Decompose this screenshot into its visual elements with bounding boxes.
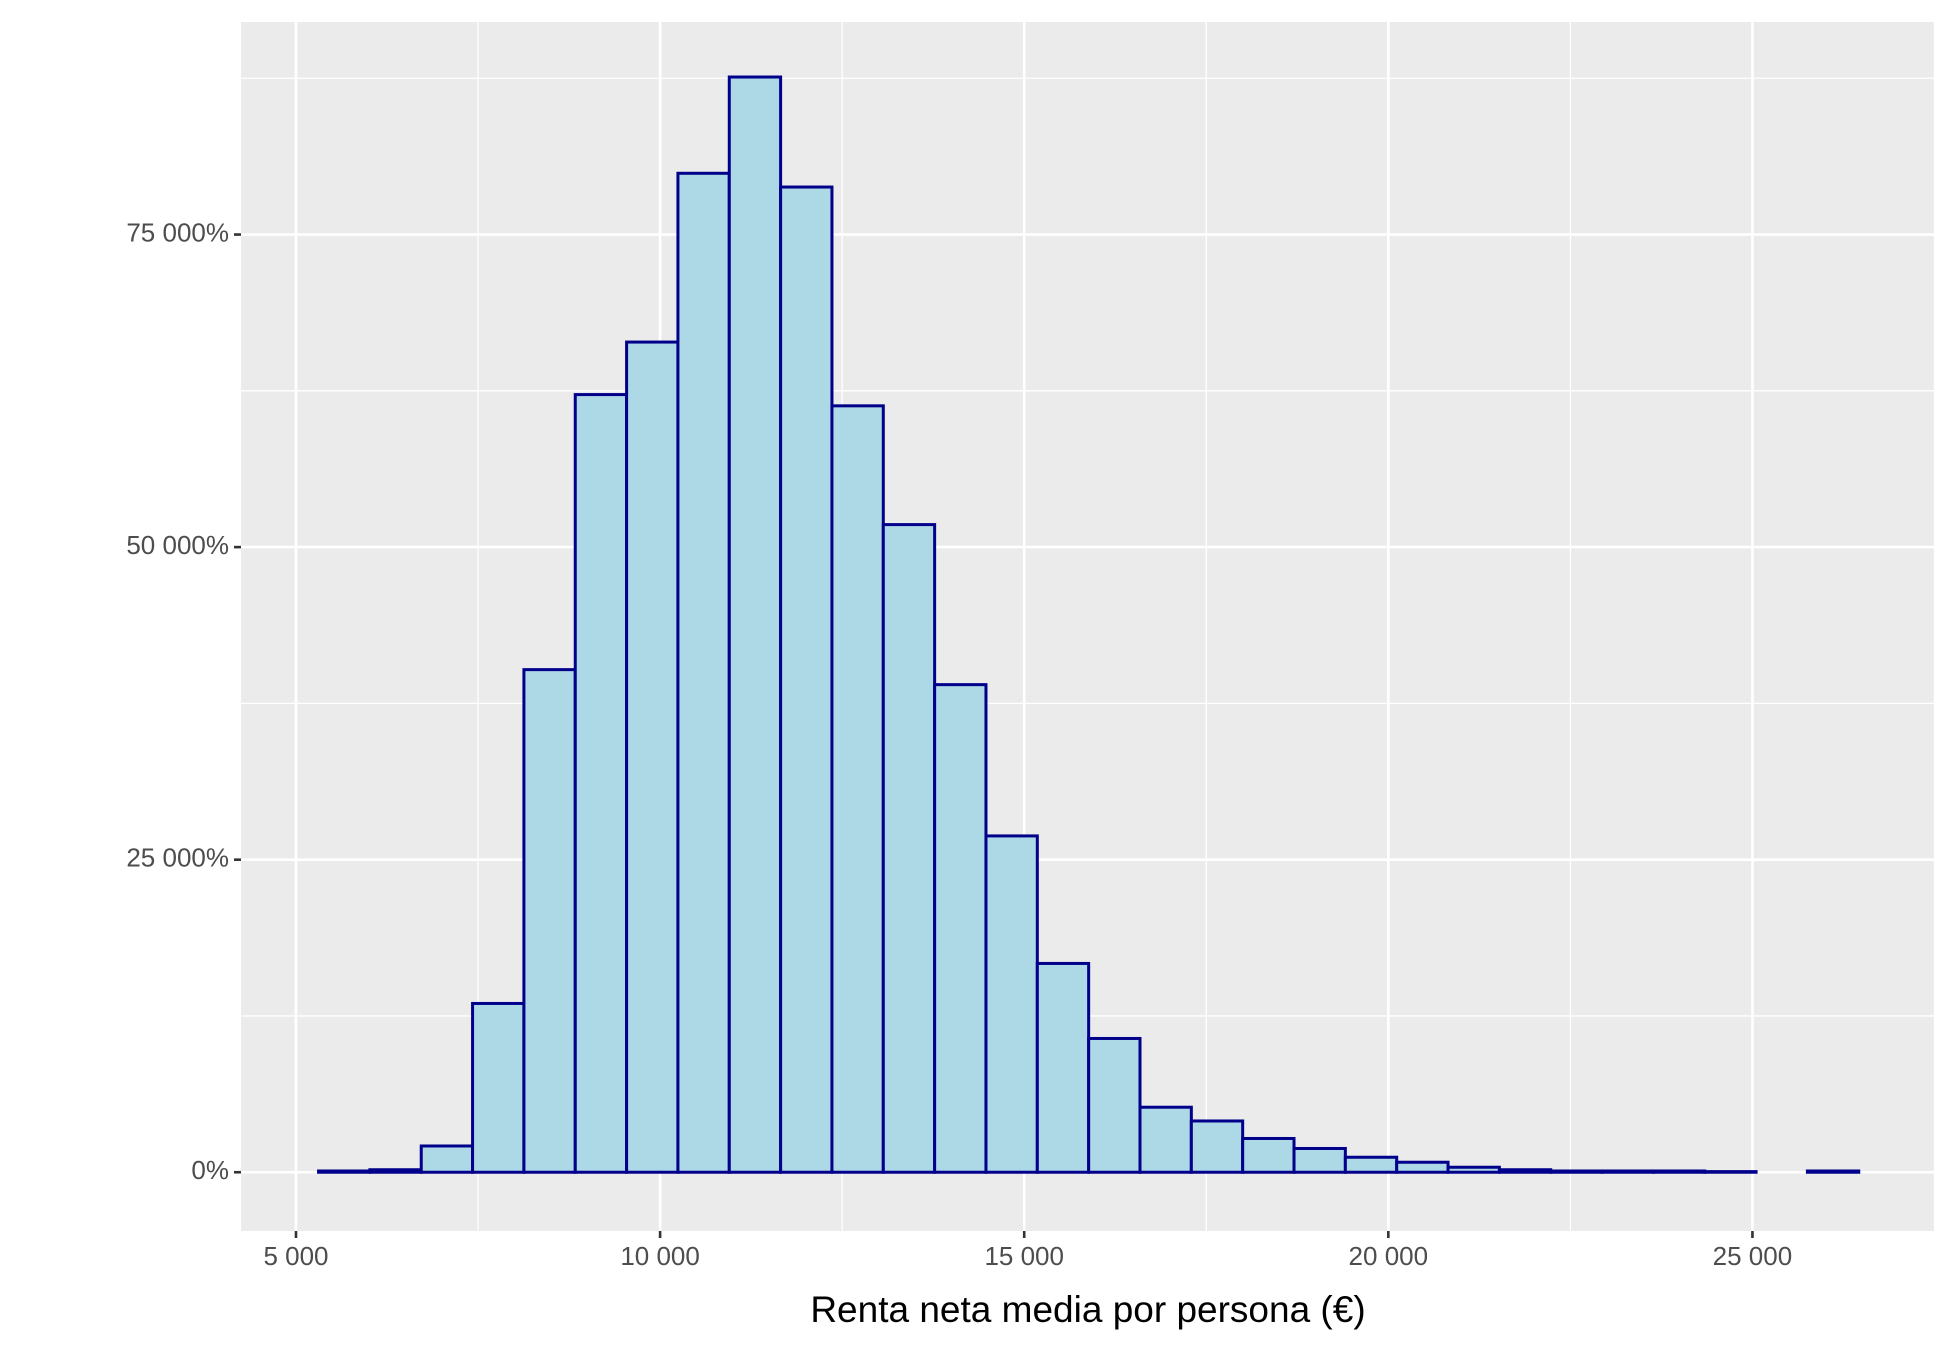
x-tick-label: 25 000 xyxy=(1713,1241,1793,1271)
bar xyxy=(419,1144,475,1174)
bar xyxy=(1600,1169,1655,1174)
bar xyxy=(881,523,937,1174)
y-tick-label: 0% xyxy=(191,1155,229,1185)
x-tick-label: 10 000 xyxy=(620,1241,700,1271)
bar xyxy=(1138,1105,1193,1174)
x-tick-label: 15 000 xyxy=(984,1241,1064,1271)
bar xyxy=(1497,1168,1553,1174)
x-tick-label: 5 000 xyxy=(263,1241,328,1271)
bar xyxy=(368,1168,423,1174)
bar xyxy=(830,404,885,1174)
bar xyxy=(933,683,988,1174)
x-axis-title: Renta neta media por persona (€) xyxy=(810,1289,1365,1330)
bar xyxy=(1446,1165,1501,1174)
bar xyxy=(676,171,731,1174)
bar xyxy=(1549,1169,1604,1174)
bar xyxy=(1343,1155,1399,1174)
bar xyxy=(727,75,783,1174)
bar xyxy=(1395,1160,1450,1174)
bar xyxy=(779,185,834,1174)
bar xyxy=(625,340,680,1174)
bar xyxy=(1703,1170,1758,1174)
bar xyxy=(1035,961,1091,1174)
bar xyxy=(984,834,1039,1174)
y-tick-label: 25 000% xyxy=(126,843,229,873)
bar xyxy=(522,668,577,1174)
x-tick-label: 20 000 xyxy=(1349,1241,1429,1271)
y-tick-label: 50 000% xyxy=(126,530,229,560)
bar xyxy=(1292,1146,1347,1174)
bar xyxy=(1241,1136,1296,1174)
bar xyxy=(573,393,629,1174)
bar xyxy=(471,1001,526,1174)
bar xyxy=(1651,1169,1707,1174)
bar xyxy=(317,1169,372,1174)
bar xyxy=(1805,1169,1861,1174)
y-tick-label: 75 000% xyxy=(126,217,229,247)
bar xyxy=(1189,1119,1245,1174)
bar xyxy=(1087,1036,1142,1174)
